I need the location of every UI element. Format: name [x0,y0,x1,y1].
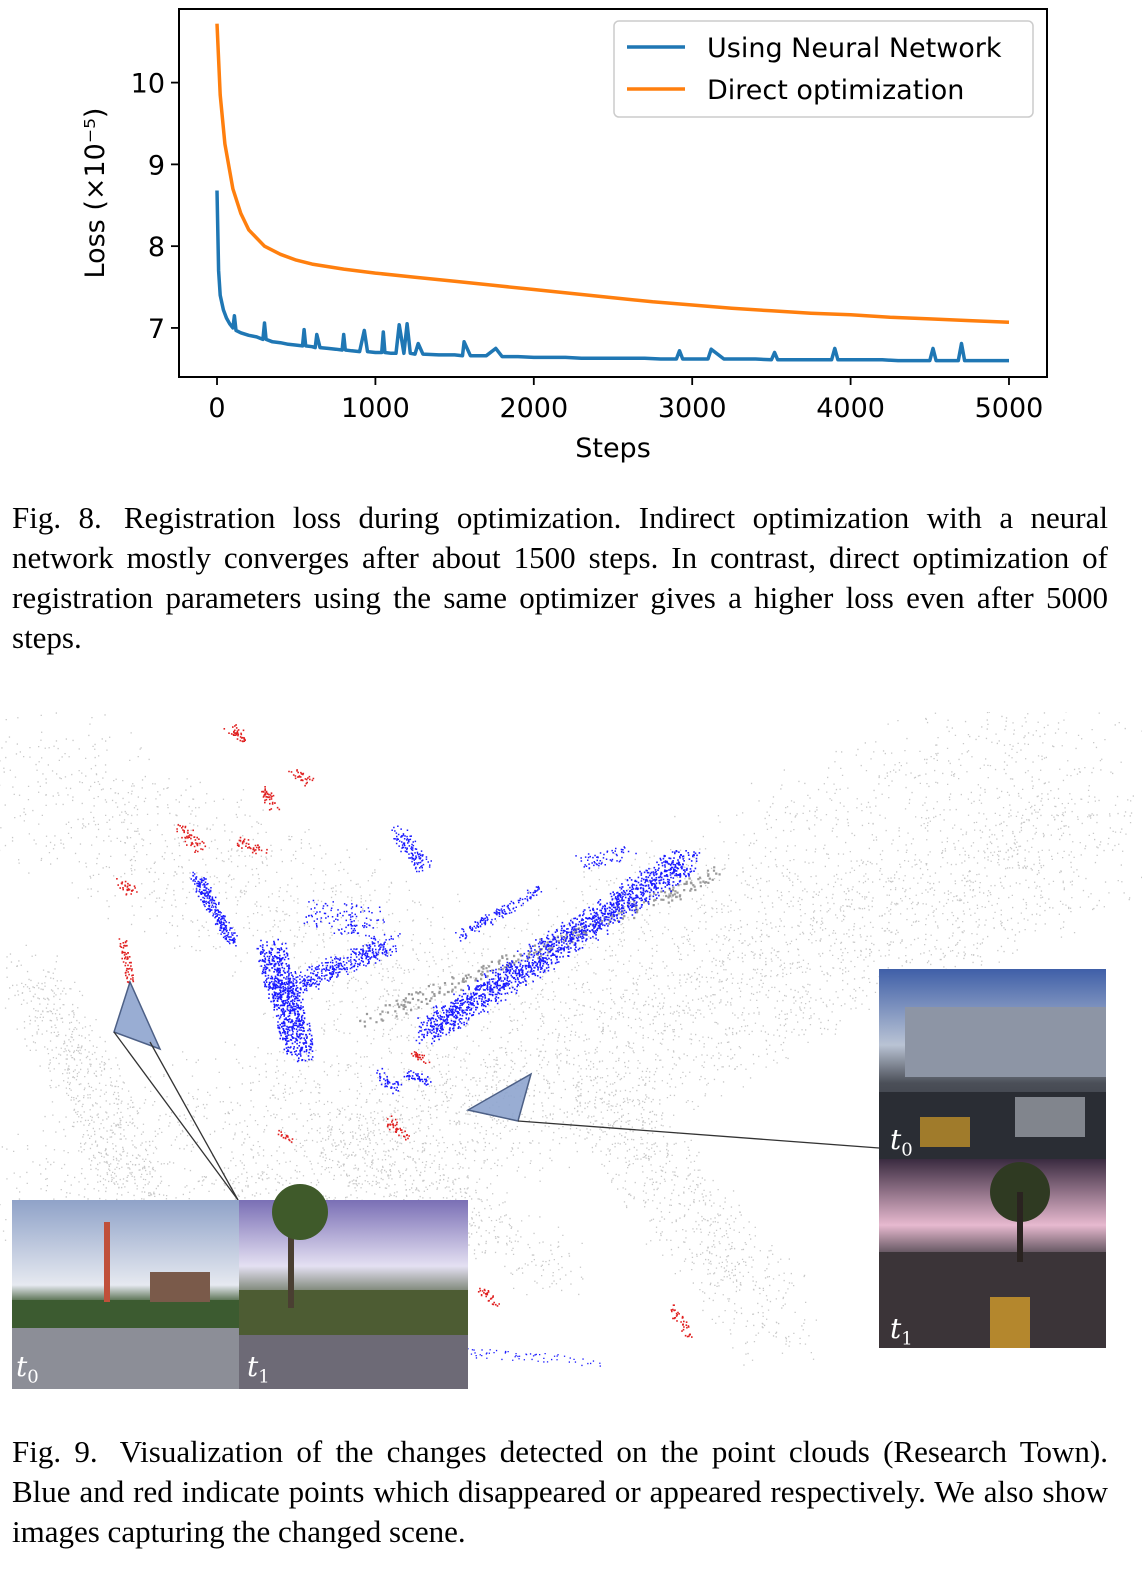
figure9-caption: Fig. 9. Visualization of the changes dete… [12,1432,1108,1552]
y-axis: 7 8 9 10 [131,69,179,345]
camera-marker-right-line [517,1120,880,1149]
series-line-direct-optimization [215,23,1010,324]
x-tick-label: 0 [208,393,225,424]
appeared-points [116,724,693,1338]
camera-marker-left [113,979,162,1051]
cloud-blue-cluster [303,899,385,937]
cloud-red-cluster [288,769,315,787]
camera-marker-right [465,1072,533,1122]
cloud-gray-cluster [0,712,1142,1300]
figure9-text: Visualization of the changes detected on… [12,1434,1108,1549]
left-photo-t1-label: t1 [247,1350,270,1388]
cloud-blue-cluster [575,846,637,870]
loss-chart: 0 1000 2000 3000 4000 5000 7 8 9 10 Steps Loss (… [80,8,1048,464]
legend: Using Neural Network Direct optimization [613,20,1034,118]
cloud-gray-cluster [4,944,168,1219]
cloud-red-cluster [118,938,135,984]
camera-marker-left-line-b [149,1041,239,1201]
x-tick-label: 3000 [658,393,727,424]
cloud-red-cluster [176,824,207,853]
y-tick-label: 10 [131,69,165,100]
cloud-blue-cluster [455,885,543,942]
cloud-red-cluster [386,1115,410,1141]
cloud-red-cluster [223,724,246,743]
cloud-blue-cluster [376,1067,403,1095]
cloud-gray-cluster [0,712,467,1031]
y-tick-label: 8 [148,232,165,263]
y-tick-label: 7 [148,314,165,345]
cloud-red-cluster [116,878,138,896]
legend-label-direct-optimization: Direct optimization [707,75,964,106]
x-tick-label: 5000 [975,393,1044,424]
plot-frame [178,8,1048,378]
x-tick-label: 1000 [341,393,410,424]
cloud-red-cluster [236,836,268,855]
right-photo-t1-label: t1 [890,1312,913,1350]
chart-marks [215,23,1010,363]
left-photo-t1 [239,1184,468,1389]
cloud-blue-cluster [403,1070,432,1086]
y-tick-label: 9 [148,150,165,181]
cloud-red-cluster [277,1129,294,1143]
disappeared-points [190,825,701,1367]
figure8-label: Fig. 8. [12,500,102,535]
left-photo-t0-label: t0 [16,1350,39,1388]
camera-marker-left-line-a [113,1031,239,1201]
cloud-blue-cluster [467,1348,601,1367]
right-photo-t0 [879,969,1106,1159]
x-axis: 0 1000 2000 3000 4000 5000 [208,377,1043,424]
legend-label-neural-network: Using Neural Network [707,33,1002,64]
right-photo-t1 [879,1159,1106,1348]
cloud-blue-cluster [391,825,432,873]
cloud-red-cluster [670,1304,693,1338]
cloud-gray-cluster [563,1059,817,1366]
x-tick-label: 4000 [816,393,885,424]
cloud-blue-cluster [415,850,701,1045]
series-line-neural-network [215,190,1009,363]
cloud-red-cluster [477,1287,500,1307]
figure9-label: Fig. 9. [12,1434,98,1469]
point-cloud-figure [0,712,1142,1389]
legend-box [613,20,1034,118]
figure8-text: Registration loss during optimization. I… [12,500,1108,655]
figure8-caption: Fig. 8. Registration loss during optimiza… [12,498,1108,658]
right-photo-t0-label: t0 [890,1123,913,1161]
cloud-blue-cluster [273,933,401,1003]
cloud-gray-cluster [359,866,721,1028]
cloud-red-cluster [261,786,281,811]
x-tick-label: 2000 [499,393,568,424]
x-axis-label: Steps [575,433,651,464]
cloud-blue-cluster [190,871,238,947]
cloud-red-cluster [410,1051,431,1064]
y-axis-label: Loss (×10⁻⁵) [80,108,111,279]
background-point-cloud [0,712,1142,1366]
left-photo-t0 [12,1200,239,1389]
